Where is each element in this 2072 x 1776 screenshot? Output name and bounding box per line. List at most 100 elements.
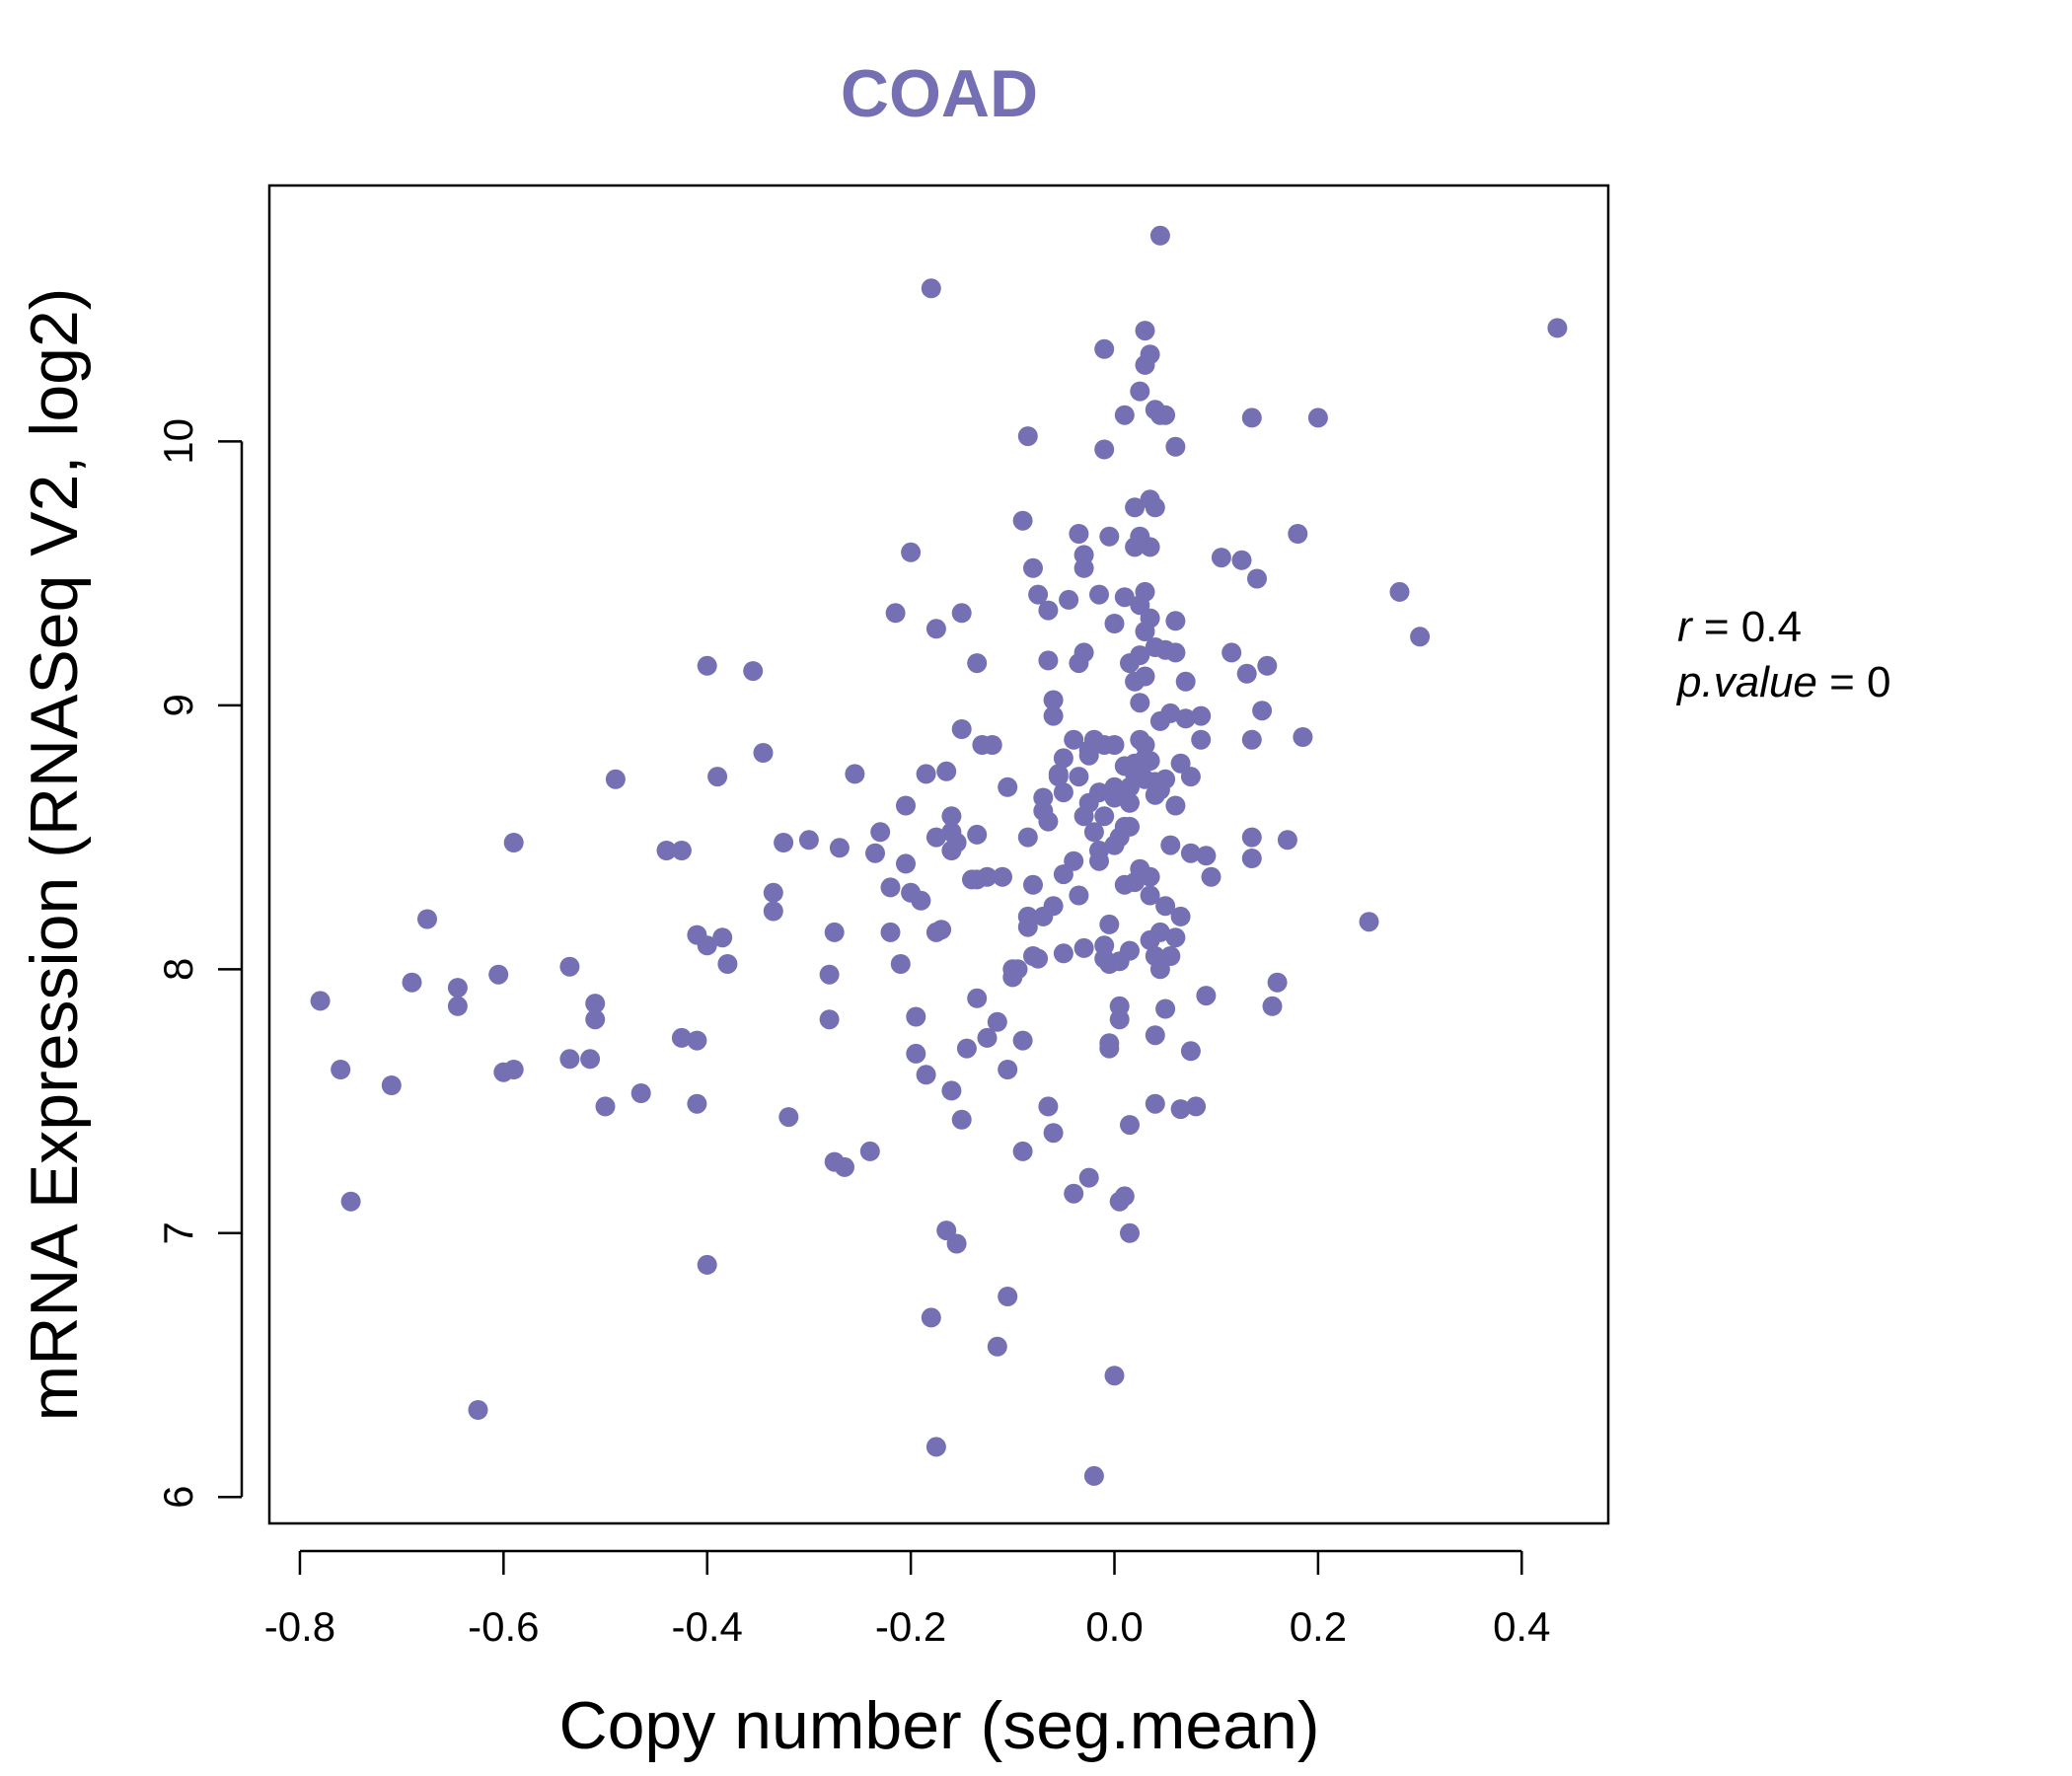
data-point	[1149, 225, 1170, 246]
data-point	[993, 866, 1012, 887]
x-tick-label: -0.2	[875, 1603, 946, 1650]
data-point	[1012, 1030, 1033, 1051]
y-tick-label: 7	[155, 1221, 201, 1244]
data-point	[1130, 381, 1150, 402]
data-point	[1083, 1465, 1104, 1486]
y-tick-label: 10	[155, 418, 201, 465]
data-point	[1247, 568, 1267, 589]
data-point	[967, 824, 988, 845]
data-point	[503, 833, 524, 852]
data-point	[987, 1011, 1007, 1032]
data-point	[951, 603, 972, 624]
x-tick-label: -0.8	[264, 1603, 335, 1650]
r-value: = 0.4	[1692, 603, 1802, 651]
data-point	[763, 901, 783, 922]
data-point	[1053, 748, 1073, 769]
data-point	[580, 1049, 601, 1070]
data-point	[331, 1060, 351, 1079]
data-point	[1083, 822, 1104, 843]
data-point	[1048, 767, 1069, 787]
data-point	[1155, 896, 1176, 917]
data-point	[1104, 735, 1125, 755]
data-point	[1191, 705, 1212, 726]
data-point	[1241, 729, 1262, 750]
data-point	[911, 890, 931, 911]
data-point	[697, 935, 717, 956]
p-name: p.value	[1675, 658, 1817, 706]
data-point	[707, 767, 728, 787]
data-point	[1064, 729, 1084, 750]
data-point	[1038, 1096, 1059, 1117]
data-point	[1155, 999, 1176, 1019]
data-point	[1094, 439, 1115, 460]
data-point	[1165, 611, 1186, 631]
data-point	[1053, 782, 1073, 803]
data-point	[1180, 767, 1201, 787]
data-point	[819, 1009, 840, 1030]
data-point	[824, 922, 845, 942]
data-point	[1130, 693, 1150, 713]
data-point	[1140, 608, 1160, 629]
data-point	[916, 1065, 936, 1085]
data-point	[1012, 510, 1033, 531]
data-point	[906, 1043, 926, 1064]
data-point	[865, 843, 885, 863]
data-point	[402, 972, 422, 993]
data-point	[941, 1080, 962, 1101]
data-point	[896, 853, 916, 874]
data-point	[687, 1030, 707, 1051]
data-point	[1140, 751, 1160, 772]
plot-frame	[267, 184, 1610, 1525]
data-point	[447, 978, 468, 999]
data-point	[998, 1060, 1018, 1079]
data-point	[778, 1107, 799, 1128]
x-tick-label: 0.0	[1085, 1603, 1143, 1650]
data-point	[1120, 1222, 1140, 1243]
data-point	[921, 1307, 941, 1328]
data-point	[743, 661, 764, 682]
data-point	[1053, 943, 1073, 964]
data-point	[697, 655, 717, 676]
data-point	[1135, 666, 1155, 687]
data-point	[1140, 344, 1160, 365]
data-point	[1140, 866, 1160, 887]
data-point	[1196, 986, 1217, 1006]
data-point	[1191, 729, 1212, 750]
data-point	[1069, 524, 1089, 544]
x-axis: -0.8 -0.6 -0.4 -0.2 0.0 0.2 0.4	[264, 1549, 1550, 1650]
data-point	[1135, 321, 1155, 341]
data-point	[906, 1006, 926, 1027]
data-point	[916, 764, 936, 784]
p-annotation: p.value = 0	[1675, 658, 1891, 706]
x-tick-label: -0.4	[672, 1603, 743, 1650]
data-point	[1114, 1186, 1135, 1207]
data-point	[1165, 927, 1186, 948]
data-point	[1155, 769, 1176, 789]
data-point	[977, 1027, 998, 1048]
data-point	[880, 922, 901, 942]
r-name: r	[1677, 603, 1694, 651]
data-point	[925, 1437, 946, 1457]
data-point	[1160, 835, 1181, 855]
data-point	[925, 827, 946, 848]
data-point	[1155, 405, 1176, 425]
data-point	[447, 996, 468, 1016]
data-point	[559, 1049, 580, 1070]
data-point	[1064, 1183, 1084, 1204]
data-point	[951, 1109, 972, 1130]
data-point	[1017, 917, 1038, 937]
data-point	[1094, 935, 1115, 956]
data-point	[1170, 906, 1191, 926]
data-point	[1140, 885, 1160, 906]
data-point	[1186, 1096, 1207, 1117]
data-point	[1043, 690, 1064, 710]
data-point	[1140, 537, 1160, 557]
data-point	[845, 764, 865, 784]
data-point	[468, 1400, 488, 1420]
data-point	[1073, 937, 1094, 958]
data-point	[717, 954, 738, 974]
data-point	[1017, 827, 1038, 848]
data-point	[1043, 705, 1064, 726]
data-point	[1211, 548, 1231, 568]
data-point	[1241, 407, 1262, 428]
